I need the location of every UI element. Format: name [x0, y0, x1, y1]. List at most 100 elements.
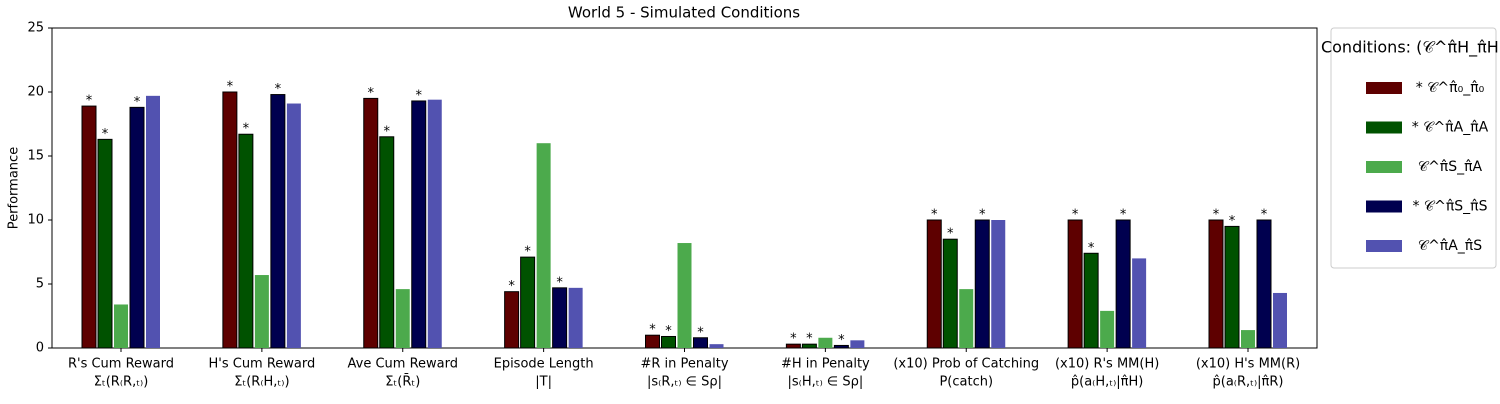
significance-marker: * — [806, 332, 813, 347]
bar — [504, 291, 520, 349]
bar — [693, 337, 708, 349]
bar — [677, 243, 692, 348]
y-tick-label: 25 — [27, 21, 44, 36]
bar — [818, 337, 833, 348]
y-tick-label: 10 — [27, 213, 44, 228]
x-tick-formula: |s₍R,ₜ₎ ∈ Sρ| — [647, 375, 722, 390]
legend-label: * 𝒞^π̂A_π̂A — [1412, 120, 1489, 136]
bar — [146, 95, 160, 348]
legend-label: * 𝒞^π̂S_π̂S — [1412, 199, 1487, 215]
x-tick-formula: Σₜ(R₍H,ₜ₎) — [234, 375, 289, 390]
legend-label: 𝒞^π̂A_π̂S — [1418, 238, 1482, 254]
bar — [1067, 219, 1083, 349]
significance-marker: * — [947, 227, 954, 242]
y-tick-label: 5 — [36, 277, 44, 292]
significance-marker: * — [275, 82, 282, 97]
x-tick-label: (x10) R's MM(H) — [1055, 357, 1159, 372]
x-tick-formula: |s₍H,ₜ₎ ∈ Sρ| — [787, 375, 863, 390]
y-tick-label: 20 — [27, 85, 44, 100]
x-tick-formula: Σₜ(R₍R,ₜ₎) — [94, 375, 149, 390]
significance-marker: * — [790, 332, 797, 347]
bar — [254, 275, 269, 348]
bar — [661, 335, 676, 349]
bar — [1241, 330, 1255, 348]
bar — [129, 106, 145, 349]
bar — [991, 220, 1006, 348]
x-tick-label: Ave Cum Reward — [348, 357, 458, 372]
x-tick-label: Episode Length — [494, 357, 594, 372]
significance-marker: * — [102, 127, 109, 142]
legend-title: Conditions: (𝒞^π̂H_π̂H) — [1321, 38, 1500, 58]
legend-swatch — [1366, 82, 1402, 94]
significance-marker: * — [508, 279, 515, 294]
legend-swatch — [1366, 121, 1402, 134]
significance-marker: * — [227, 80, 234, 95]
bar — [81, 105, 97, 349]
bar — [1083, 252, 1099, 349]
bar — [959, 289, 974, 348]
bar — [942, 238, 958, 349]
chart-title: World 5 - Simulated Conditions — [568, 4, 800, 22]
bar — [520, 256, 536, 349]
legend-box — [1330, 27, 1497, 269]
significance-marker: * — [979, 208, 986, 223]
bar — [1115, 219, 1131, 349]
bar — [536, 143, 551, 348]
x-tick-label: #R in Penalty — [640, 357, 728, 372]
legend-label: 𝒞^π̂S_π̂A — [1418, 159, 1483, 175]
significance-marker: * — [649, 323, 656, 338]
bar — [974, 219, 990, 349]
x-tick-label: (x10) H's MM(R) — [1196, 357, 1300, 372]
bar — [238, 133, 254, 349]
bar — [645, 334, 660, 349]
significance-marker: * — [838, 333, 845, 348]
x-tick-label: (x10) Prob of Catching — [893, 357, 1039, 372]
legend-label: * 𝒞^π̂₀_π̂₀ — [1416, 80, 1485, 96]
bar — [1208, 219, 1224, 349]
x-tick-label: H's Cum Reward — [208, 357, 315, 372]
x-tick-formula: p̂(a₍R,ₜ₎|π̂R) — [1213, 375, 1284, 390]
bar — [411, 100, 427, 349]
x-tick-formula: p̂(a₍H,ₜ₎|π̂H) — [1071, 375, 1143, 390]
x-tick-formula: |T| — [535, 375, 552, 390]
legend-swatch — [1366, 200, 1402, 213]
significance-marker: * — [665, 324, 672, 339]
bar — [926, 219, 942, 349]
significance-marker: * — [1120, 208, 1127, 223]
x-tick-label: #H in Penalty — [781, 357, 870, 372]
significance-marker: * — [697, 325, 704, 340]
bar — [97, 138, 113, 349]
y-axis-label: Performance — [7, 147, 22, 229]
significance-marker: * — [368, 86, 375, 101]
y-tick-label: 15 — [27, 149, 44, 164]
bar — [1273, 292, 1287, 348]
significance-marker: * — [931, 208, 938, 223]
bar — [270, 94, 286, 349]
bar — [785, 343, 801, 349]
x-tick-formula: P(catch) — [939, 375, 993, 390]
y-tick-label: 0 — [36, 341, 44, 356]
bar — [114, 304, 128, 348]
significance-marker: * — [556, 275, 563, 290]
significance-marker: * — [416, 88, 423, 103]
significance-marker: * — [384, 124, 391, 139]
bar — [1256, 219, 1272, 349]
legend-swatch — [1366, 161, 1402, 173]
bar — [1224, 225, 1240, 349]
bar — [850, 340, 865, 348]
bar — [427, 99, 442, 349]
bar — [379, 136, 395, 349]
bar — [363, 97, 379, 349]
bar — [395, 289, 410, 348]
bar — [552, 287, 568, 349]
significance-marker: * — [134, 95, 141, 110]
significance-marker: * — [1229, 214, 1236, 229]
significance-marker: * — [243, 122, 250, 137]
bar — [833, 344, 849, 349]
bar — [709, 344, 724, 348]
bar — [286, 103, 301, 349]
bar — [1132, 258, 1147, 348]
bar — [568, 287, 583, 348]
legend-swatch — [1366, 240, 1402, 252]
